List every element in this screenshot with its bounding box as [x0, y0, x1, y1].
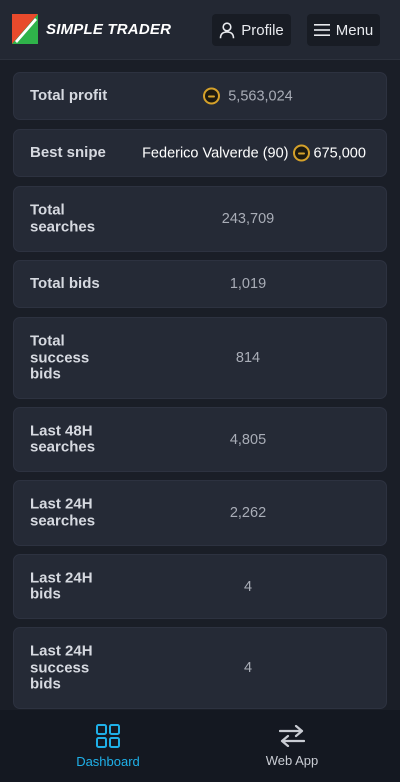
stat-card-best-snipe: Best snipe Federico Valverde (90) 675,00… — [13, 129, 387, 177]
brand-name: SIMPLE TRADER — [46, 20, 172, 38]
stat-label: Last 48H searches — [30, 422, 96, 456]
coin-icon — [292, 144, 310, 162]
stat-label: Total bids — [30, 274, 100, 292]
menu-label: Menu — [335, 21, 374, 39]
app-header: SIMPLE TRADER Profile Menu — [0, 0, 400, 60]
stat-value: 2,262 — [229, 505, 267, 521]
stats-list[interactable]: Total profit 5,563,024 Best snipe Federi… — [0, 61, 400, 710]
stat-label: Last 24H searches — [30, 495, 96, 529]
transfer-arrows-icon — [279, 724, 305, 747]
stat-label: Total success bids — [30, 332, 90, 383]
stat-value: 814 — [235, 350, 261, 366]
stat-card-total-profit: Total profit 5,563,024 — [13, 72, 387, 120]
stat-card-last-24h-success-bids: Last 24H success bids 4 — [13, 627, 387, 709]
logo-icon — [12, 14, 38, 44]
stat-card-last-24h-bids: Last 24H bids 4 — [13, 554, 387, 619]
dashboard-icon — [96, 723, 120, 748]
stat-label: Best snipe — [30, 143, 106, 161]
stat-label: Last 24H success bids — [30, 642, 93, 693]
nav-web-app-label: Web App — [265, 752, 319, 768]
bottom-navigation: Dashboard Web App — [0, 710, 400, 782]
profile-button[interactable]: Profile — [212, 14, 291, 46]
brand-logo[interactable]: SIMPLE TRADER — [12, 14, 171, 44]
stat-value: 1,019 — [229, 276, 267, 292]
menu-button[interactable]: Menu — [307, 14, 380, 46]
stat-value: 4 — [243, 578, 253, 595]
stat-card-last-24h-searches: Last 24H searches 2,262 — [13, 480, 387, 546]
hamburger-icon — [313, 24, 330, 36]
stat-card-total-bids: Total bids 1,019 — [13, 260, 387, 308]
nav-dashboard[interactable]: Dashboard — [8, 710, 208, 782]
stat-label: Total profit — [30, 86, 108, 104]
stat-value: 5,563,024 — [122, 87, 374, 105]
stat-card-last-48h-searches: Last 48H searches 4,805 — [13, 407, 387, 472]
stat-value: 243,709 — [221, 211, 275, 227]
stat-value: 4 — [243, 660, 253, 676]
stat-label: Last 24H bids — [30, 569, 93, 603]
stat-card-total-success-bids: Total success bids 814 — [13, 317, 387, 399]
user-icon — [219, 21, 235, 38]
stat-value: Federico Valverde (90) 675,000 — [142, 144, 366, 162]
player-name: Federico Valverde (90) — [142, 145, 289, 161]
nav-dashboard-label: Dashboard — [76, 753, 140, 769]
stat-card-total-searches: Total searches 243,709 — [13, 186, 387, 252]
coin-icon — [203, 87, 221, 105]
stat-value: 4,805 — [229, 431, 267, 448]
profile-label: Profile — [241, 21, 284, 39]
stat-label: Total searches — [30, 201, 96, 235]
nav-web-app[interactable]: Web App — [192, 710, 392, 782]
